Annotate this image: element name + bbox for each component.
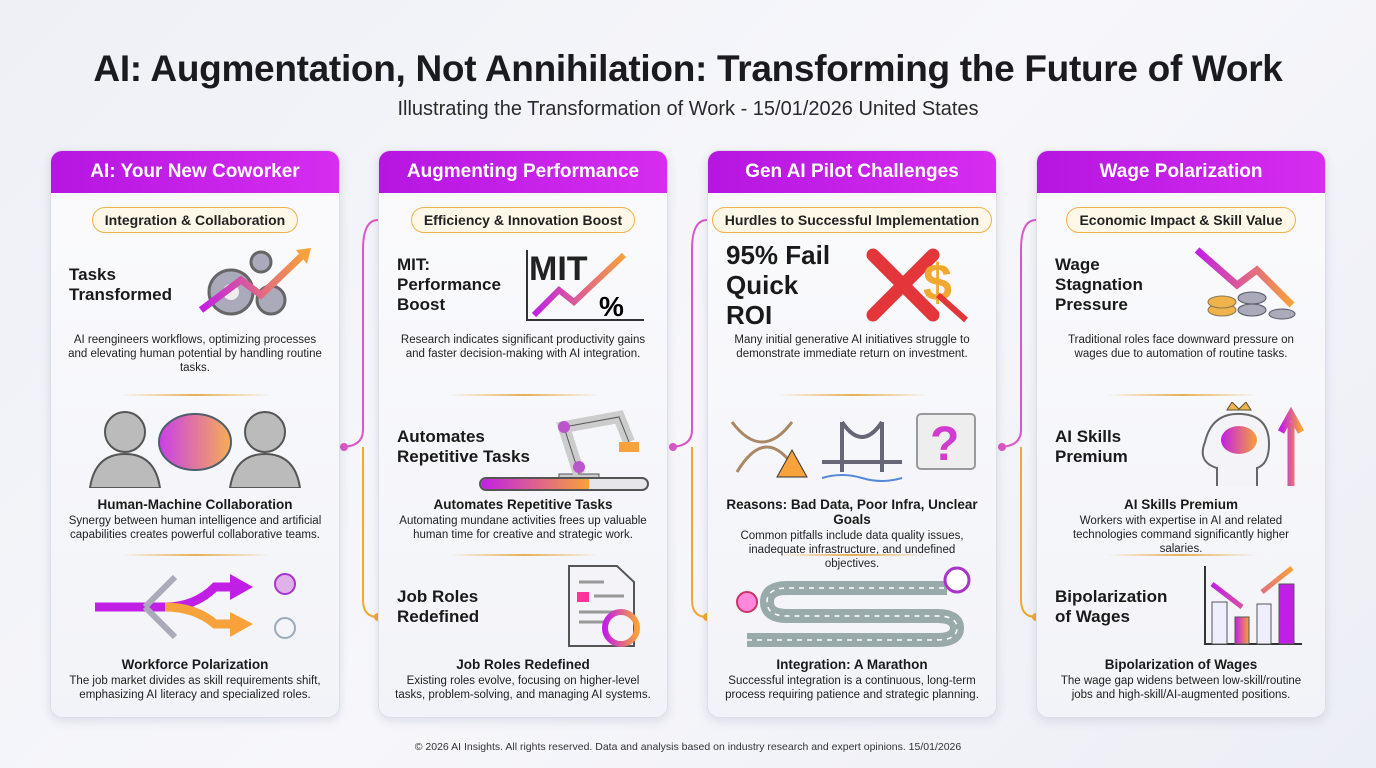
divider: [449, 394, 599, 396]
section-title: Workforce Polarization: [121, 657, 269, 672]
card-section: Bipolarization of Wages Bipolarization of…: [1037, 561, 1325, 702]
section-description: Successful integration is a continuous, …: [725, 675, 979, 701]
bar-chart-arrows-icon: [1197, 562, 1307, 653]
card-section: Workforce Polarization The job market div…: [51, 561, 339, 702]
section-title: Integration: A Marathon: [776, 657, 928, 672]
card-header: Gen AI Pilot Challenges: [708, 151, 996, 193]
card-header: Augmenting Performance: [379, 151, 667, 193]
mit-chart-icon: MIT%: [519, 240, 649, 331]
section-title: Reasons: Bad Data, Poor Infra, Unclear G…: [726, 497, 978, 527]
connector: [362, 447, 379, 618]
divider: [449, 554, 599, 556]
section-hero-text: Job Roles Redefined: [397, 587, 480, 626]
document-refresh-icon: [559, 562, 649, 653]
card-section: Automates Repetitive Tasks Automates Repe…: [379, 401, 667, 542]
card-1: Augmenting Performance Efficiency & Inno…: [378, 150, 668, 718]
card-pill: Efficiency & Innovation Boost: [410, 207, 636, 233]
progress-bar: [479, 477, 649, 491]
card-section: Tasks Transformed AI reengineers workflow…: [51, 239, 339, 375]
section-hero-text: AI Skills Premium: [1055, 427, 1128, 466]
x-dollar-icon: $: [858, 240, 978, 331]
coins-down-icon: [1187, 240, 1307, 331]
page-title: AI: Augmentation, Not Annihilation: Tran…: [93, 48, 1283, 89]
card-section: Wage Stagnation Pressure Traditional role…: [1037, 239, 1325, 361]
section-hero-text: Automates Repetitive Tasks: [397, 427, 530, 466]
winding-road-icon: [727, 562, 977, 653]
section-hero-text: Tasks Transformed: [69, 265, 172, 304]
card-pill: Economic Impact & Skill Value: [1066, 207, 1296, 233]
connector-dot: [998, 443, 1006, 451]
card-pill: Hurdles to Successful Implementation: [711, 207, 993, 233]
footer: © 2026 AI Insights. All rights reserved.…: [414, 741, 962, 753]
connector: [339, 219, 379, 448]
section-description: The wage gap widens between low-skill/ro…: [1060, 675, 1302, 701]
divider: [778, 554, 928, 556]
section-title: Job Roles Redefined: [456, 657, 590, 672]
section-description: Traditional roles face downward pressure…: [1068, 334, 1294, 360]
card-section: AI Skills Premium AI Skills Premium Worker…: [1037, 400, 1325, 556]
divider: [121, 394, 271, 396]
connector-dot: [669, 443, 677, 451]
page-subtitle: Illustrating the Transformation of Work …: [397, 98, 979, 120]
svg-text:MIT: MIT: [529, 250, 588, 288]
card-header: Wage Polarization: [1037, 151, 1325, 193]
section-description: Many initial generative AI initiatives s…: [734, 334, 970, 360]
section-title: AI Skills Premium: [1123, 497, 1239, 512]
connector: [668, 219, 708, 448]
human-brain-human-icon: [85, 402, 305, 493]
card-2: Gen AI Pilot Challenges Hurdles to Succe…: [707, 150, 997, 718]
connector-dot: [340, 443, 348, 451]
connector: [1020, 447, 1037, 618]
progress-fill: [481, 479, 589, 489]
section-hero-text: MIT: Performance Boost: [397, 255, 501, 314]
divider: [121, 554, 271, 556]
divider: [778, 394, 928, 396]
gears-arrow-icon: [191, 240, 321, 331]
connector: [997, 219, 1037, 448]
section-description: Workers with expertise in AI and related…: [1072, 515, 1290, 555]
card-section: Integration: A Marathon Successful integr…: [708, 561, 996, 702]
svg-text:%: %: [599, 291, 624, 322]
svg-text:?: ?: [930, 418, 959, 471]
section-description: Automating mundane activities frees up v…: [399, 515, 647, 541]
card-section: Human-Machine Collaboration Synergy betwe…: [51, 401, 339, 542]
section-description: Research indicates significant productiv…: [400, 334, 646, 360]
section-description: Common pitfalls include data quality iss…: [740, 530, 964, 570]
section-title: Bipolarization of Wages: [1104, 657, 1258, 672]
card-section: ? Reasons: Bad Data, Poor Infra, Unclear …: [708, 401, 996, 571]
section-title: Automates Repetitive Tasks: [433, 497, 613, 512]
section-description: Existing roles evolve, focusing on highe…: [395, 675, 651, 701]
diverging-arrows-icon: [85, 562, 305, 653]
connector: [691, 447, 708, 618]
pitfalls-icon: ?: [722, 402, 982, 493]
card-section: 95% Fail Quick ROI $ Many initial generati…: [708, 239, 996, 361]
section-hero-text: Bipolarization of Wages: [1055, 587, 1168, 626]
section-title: Human-Machine Collaboration: [97, 497, 293, 512]
section-hero-text: 95% Fail Quick ROI: [726, 240, 831, 330]
head-crown-icon: [1187, 400, 1307, 493]
divider: [1107, 394, 1257, 396]
divider: [1107, 554, 1257, 556]
card-0: AI: Your New Coworker Integration & Coll…: [50, 150, 340, 718]
card-section: Job Roles Redefined Job Roles Redefined Ex…: [379, 561, 667, 702]
section-description: Synergy between human intelligence and a…: [68, 515, 322, 541]
card-pill: Integration & Collaboration: [91, 207, 299, 233]
card-3: Wage Polarization Economic Impact & Skil…: [1036, 150, 1326, 718]
section-description: AI reengineers workflows, optimizing pro…: [68, 334, 322, 374]
card-header: AI: Your New Coworker: [51, 151, 339, 193]
card-section: MIT: Performance Boost MIT% Research indic…: [379, 239, 667, 361]
section-description: The job market divides as skill requirem…: [69, 675, 321, 701]
section-hero-text: Wage Stagnation Pressure: [1055, 255, 1143, 314]
